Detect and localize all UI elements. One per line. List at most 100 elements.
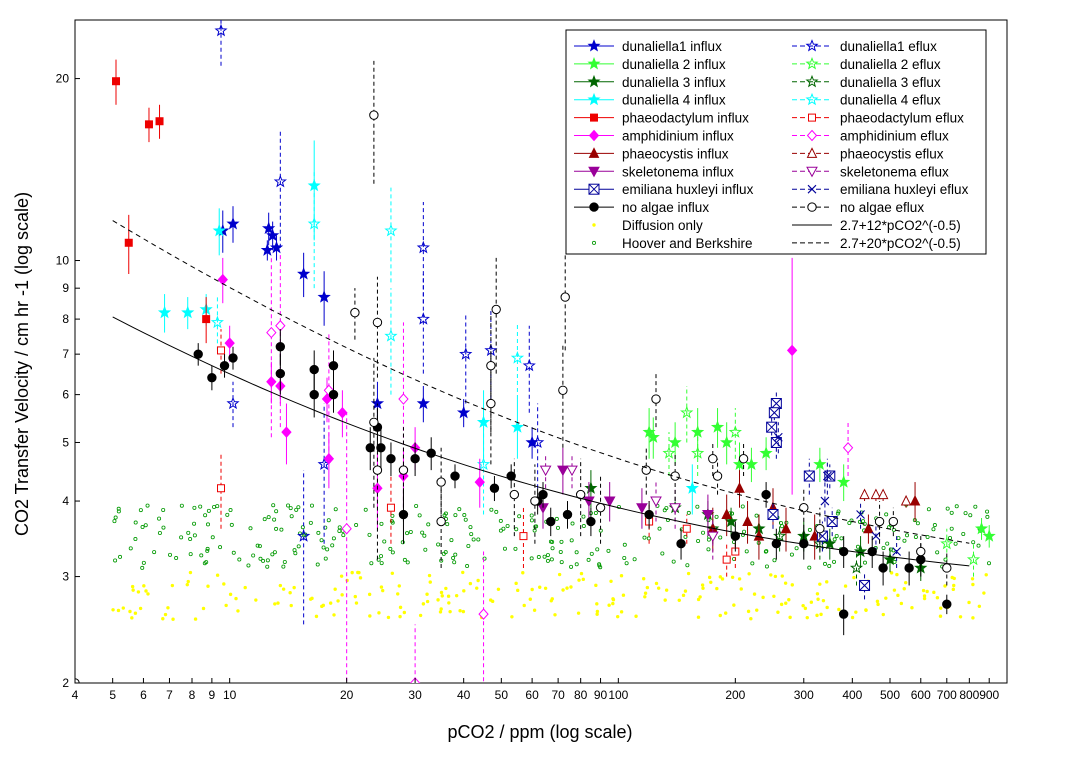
data-point — [595, 502, 606, 513]
data-point — [408, 529, 413, 534]
data-point — [341, 533, 346, 538]
data-point — [916, 546, 926, 557]
data-point — [825, 580, 829, 584]
data-point — [186, 530, 191, 535]
data-point — [794, 546, 799, 551]
legend-item: no algae eflux — [792, 200, 924, 215]
data-point — [321, 545, 326, 550]
legend-label: dunaliella 2 influx — [622, 57, 726, 72]
legend-item: dunaliella 3 influx — [574, 75, 726, 90]
data-point — [414, 504, 419, 509]
data-point — [773, 574, 778, 579]
data-point — [821, 598, 826, 603]
x-tick-label: 400 — [842, 688, 862, 702]
data-point — [476, 537, 481, 542]
data-point — [204, 560, 209, 565]
data-point — [819, 612, 823, 617]
legend-label: skeletonema eflux — [840, 164, 949, 179]
data-point — [519, 532, 528, 541]
data-point — [281, 564, 286, 569]
data-point — [469, 532, 474, 537]
data-point — [272, 550, 277, 555]
data-point — [803, 606, 808, 611]
data-point — [769, 573, 773, 577]
data-point — [416, 396, 430, 410]
data-point — [721, 508, 732, 520]
data-point — [328, 360, 339, 371]
data-point — [822, 471, 832, 481]
data-point — [133, 611, 138, 615]
data-point — [333, 587, 337, 591]
data-point — [237, 557, 242, 562]
data-point — [555, 525, 560, 530]
data-point — [144, 589, 148, 593]
data-point — [696, 615, 701, 619]
data-point — [643, 591, 648, 595]
data-point — [341, 522, 352, 535]
data-point — [486, 398, 496, 409]
data-point — [624, 561, 629, 566]
data-point — [146, 592, 150, 596]
data-point — [447, 601, 451, 605]
data-point — [308, 520, 313, 525]
data-point — [144, 120, 153, 129]
x-tick-label: 7 — [166, 688, 173, 702]
legend-label: skeletonema influx — [622, 164, 734, 179]
data-point — [505, 524, 510, 529]
data-point — [787, 598, 791, 602]
legend-label: amphidinium influx — [622, 129, 734, 144]
data-point — [530, 496, 540, 506]
legend-label: dunaliella 3 eflux — [840, 75, 941, 90]
data-point — [116, 509, 121, 514]
data-point — [118, 554, 123, 559]
data-point — [354, 523, 359, 528]
data-point — [549, 557, 554, 562]
data-point — [379, 585, 384, 589]
data-point — [586, 516, 596, 527]
data-point — [257, 544, 262, 549]
data-point — [961, 532, 966, 537]
data-point — [282, 560, 287, 565]
data-point — [883, 552, 897, 566]
data-point — [698, 595, 702, 599]
data-point — [328, 601, 333, 605]
legend-label: 2.7+20*pCO2^(-0.5) — [840, 236, 961, 251]
data-point — [226, 216, 240, 230]
data-point — [271, 503, 276, 508]
data-point — [530, 587, 534, 592]
data-point — [691, 446, 705, 459]
legend-item: amphidinium eflux — [792, 129, 949, 144]
data-point — [740, 504, 745, 509]
data-point — [685, 563, 690, 568]
legend-marker — [805, 57, 819, 70]
legend-item: skeletonema eflux — [792, 164, 949, 179]
data-point — [258, 556, 263, 561]
data-point — [337, 528, 342, 533]
data-point — [398, 465, 409, 475]
data-point — [248, 526, 253, 531]
data-point — [574, 550, 579, 555]
data-point — [163, 612, 168, 617]
legend-label: dunaliella 4 eflux — [840, 93, 941, 108]
data-point — [657, 526, 662, 531]
data-point — [925, 589, 929, 594]
data-point — [750, 561, 755, 566]
data-point — [205, 546, 210, 551]
data-point — [400, 540, 405, 545]
data-point — [842, 442, 854, 454]
data-point — [331, 536, 336, 541]
data-point — [889, 571, 894, 575]
data-point — [905, 533, 910, 538]
data-point — [712, 471, 723, 481]
data-point — [752, 592, 757, 596]
data-point — [206, 584, 210, 588]
data-point — [896, 593, 900, 598]
data-point — [228, 508, 233, 513]
y-tick-label: 4 — [62, 494, 69, 508]
data-point — [766, 421, 778, 433]
data-point — [317, 290, 331, 303]
data-point — [788, 615, 792, 620]
data-point — [771, 539, 782, 549]
data-point — [166, 606, 170, 610]
data-point — [468, 581, 473, 586]
